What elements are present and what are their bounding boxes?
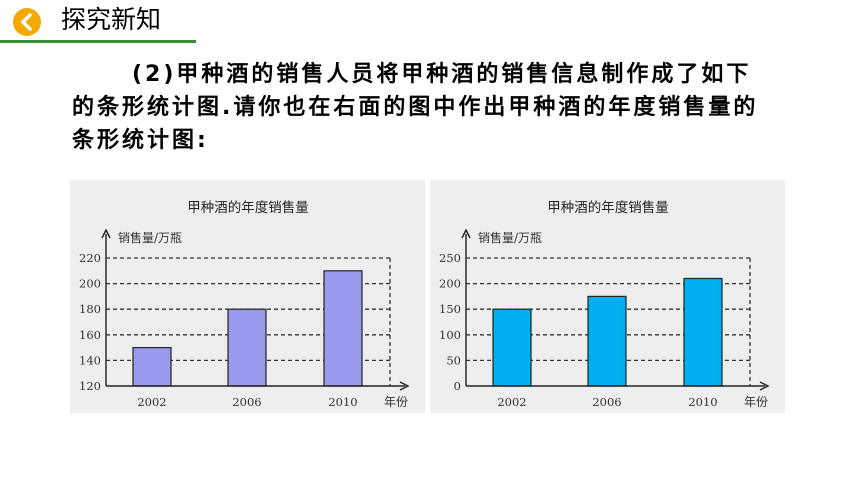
y-tick-label: 200 xyxy=(439,277,461,291)
chevron-left-icon xyxy=(13,8,41,36)
bar-2006 xyxy=(587,295,627,387)
y-tick-label: 250 xyxy=(439,251,461,265)
y-tick-label: 200 xyxy=(79,277,101,291)
y-tick-label: 150 xyxy=(439,302,461,316)
bar-2010 xyxy=(323,270,363,387)
x-tick-label: 2002 xyxy=(137,395,166,409)
chart-panel-given: 甲种酒的年度销售量 销售量/万瓶 120 140 160 180 200 220 2002 200… xyxy=(70,180,425,413)
page-title: 探究新知 xyxy=(61,5,162,34)
y-tick-label: 160 xyxy=(79,328,101,342)
y-axis-label: 销售量/万瓶 xyxy=(478,230,542,245)
bar-2002 xyxy=(132,347,172,387)
chart-title: 甲种酒的年度销售量 xyxy=(187,200,309,216)
y-axis-label: 销售量/万瓶 xyxy=(118,230,182,245)
x-tick-label: 2002 xyxy=(497,395,526,409)
y-tick-label: 0 xyxy=(454,379,461,393)
y-tick-label: 50 xyxy=(446,353,461,367)
x-tick-label: 2006 xyxy=(232,395,261,409)
x-axis-label: 年份 xyxy=(744,395,768,409)
y-tick-label: 220 xyxy=(79,251,101,265)
y-tick-label: 180 xyxy=(79,302,101,316)
problem-text: (2)甲种酒的销售人员将甲种酒的销售信息制作成了如下的条形统计图.请你也在右面的… xyxy=(72,62,759,153)
bar-2006 xyxy=(227,308,267,387)
x-axis-arrow-icon xyxy=(759,381,770,391)
x-tick-label: 2010 xyxy=(328,395,357,409)
chart-title: 甲种酒的年度销售量 xyxy=(547,200,669,216)
x-tick-label: 2006 xyxy=(592,395,621,409)
chart-panel-answer: 甲种酒的年度销售量 销售量/万瓶 0 50 100 150 200 250 2002 2006 20… xyxy=(430,180,785,413)
y-axis-arrow-icon xyxy=(101,228,111,239)
y-axis-arrow-icon xyxy=(461,228,471,239)
header-divider xyxy=(0,40,196,43)
bar-2010 xyxy=(683,277,723,387)
x-tick-label: 2010 xyxy=(688,395,717,409)
y-tick-label: 120 xyxy=(79,379,101,393)
x-axis-label: 年份 xyxy=(384,395,408,409)
y-tick-label: 140 xyxy=(79,353,101,367)
x-axis-arrow-icon xyxy=(399,381,410,391)
y-tick-label: 100 xyxy=(439,328,461,342)
bar-2002 xyxy=(492,308,532,387)
